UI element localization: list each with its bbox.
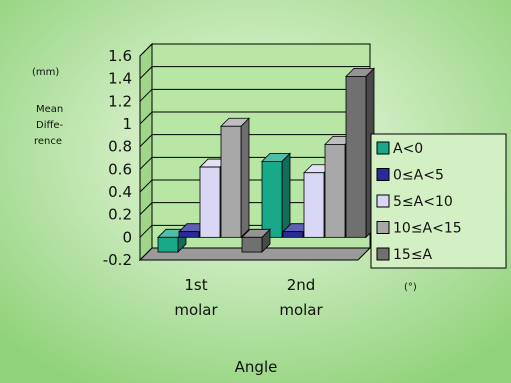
y-tick-label: 0.2 bbox=[108, 206, 132, 224]
legend-swatch bbox=[376, 221, 390, 234]
legend-label: 10≤A<15 bbox=[393, 221, 462, 237]
x-tick-label: 2nd bbox=[287, 276, 316, 294]
y-unit-label: (mm) bbox=[32, 67, 59, 78]
gridline bbox=[139, 134, 370, 148]
legend-swatch bbox=[376, 247, 390, 261]
legend-label: A<0 bbox=[393, 141, 423, 157]
y-tick-label: 1.6 bbox=[108, 47, 132, 65]
y-tick-label: 0.8 bbox=[108, 138, 132, 156]
gridline bbox=[139, 247, 370, 261]
y-tick-label: 0.6 bbox=[108, 160, 132, 178]
legend-box bbox=[370, 133, 507, 269]
y-axis-title-line: Mean bbox=[36, 104, 63, 115]
x-axis-title: Angle bbox=[235, 358, 278, 376]
bar bbox=[261, 152, 291, 239]
x-tick-label: molar bbox=[279, 301, 323, 319]
bar bbox=[241, 228, 271, 254]
y-tick-label: 1.4 bbox=[108, 70, 132, 88]
gridline bbox=[139, 111, 370, 125]
gridline bbox=[139, 156, 370, 170]
gridline bbox=[139, 66, 370, 80]
legend-swatch bbox=[376, 194, 390, 208]
legend-swatch bbox=[376, 141, 390, 155]
legend-swatch bbox=[376, 168, 390, 181]
y-tick-label: 1.2 bbox=[108, 92, 132, 110]
legend-unit-label: (°) bbox=[404, 282, 417, 293]
legend-label: 0≤A<5 bbox=[393, 168, 444, 184]
legend-label: 15≤A bbox=[393, 247, 433, 263]
x-tick-label: 1st bbox=[184, 276, 207, 294]
y-tick-label: 0 bbox=[122, 228, 132, 246]
legend-label: 5≤A<10 bbox=[393, 194, 453, 210]
gridline bbox=[139, 88, 370, 102]
y-tick-label: 1 bbox=[122, 115, 132, 133]
bar bbox=[345, 67, 375, 239]
gridline bbox=[139, 202, 370, 216]
y-tick-label: 0.4 bbox=[108, 183, 132, 201]
legend: A<0 0≤A<5 5≤A<10 10≤A<15 15≤A bbox=[370, 133, 507, 269]
y-axis-title-line: rence bbox=[34, 136, 62, 147]
y-tick-label: -0.2 bbox=[103, 251, 132, 269]
x-tick-label: molar bbox=[174, 301, 218, 319]
gridline bbox=[139, 43, 370, 57]
y-axis-title-line: Diffe- bbox=[36, 120, 64, 131]
gridline bbox=[139, 179, 370, 193]
bar bbox=[220, 117, 250, 239]
